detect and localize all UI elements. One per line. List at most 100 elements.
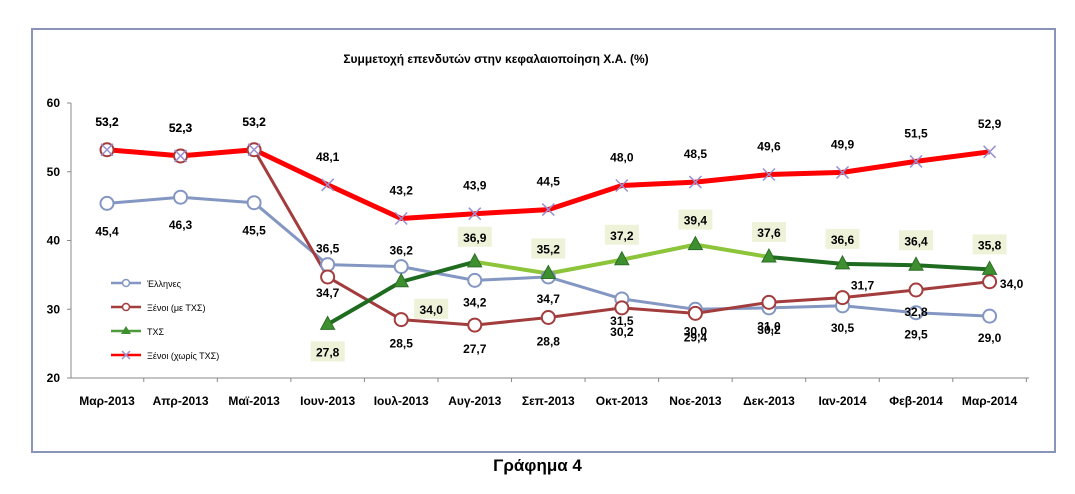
- data-label-box: [604, 224, 639, 245]
- legend-label: Ξένοι (με ΤΧΣ): [147, 303, 205, 313]
- data-label: 29,5: [904, 328, 928, 342]
- x-tick-label: Μαρ-2013: [79, 394, 135, 408]
- data-label: 31,0: [757, 319, 781, 333]
- data-label: 32,8: [904, 305, 928, 319]
- data-point-marker: [540, 264, 557, 279]
- data-label: 48,0: [610, 151, 634, 165]
- x-tick-label: Νοε-2013: [669, 394, 722, 408]
- data-label: 43,2: [390, 184, 414, 198]
- data-label: 36,4: [904, 234, 928, 248]
- data-point-marker: [100, 143, 114, 157]
- data-label: 29,0: [978, 331, 1002, 345]
- legend-marker: [121, 278, 131, 288]
- x-tick-label: Ιουλ-2013: [374, 394, 429, 408]
- data-point-marker: [393, 312, 409, 328]
- data-point-marker: [466, 252, 483, 268]
- data-labels: 45,4 46,3 45,5 36,5 36,2 34,2 34,7 31,5 30,0 30,2…: [95, 115, 1024, 362]
- data-label: 31,5: [610, 314, 634, 328]
- data-point-marker: [174, 149, 188, 163]
- y-tick-label: 40: [47, 234, 61, 248]
- series-line-segment: [399, 259, 477, 284]
- data-point-marker: [687, 235, 704, 251]
- data-label: 34,2: [463, 295, 487, 309]
- data-label-box: [825, 228, 860, 249]
- legend-label: Ξένοι (χωρίς ΤΧΣ): [147, 351, 219, 361]
- data-label-box: [678, 209, 713, 230]
- data-point-marker: [468, 207, 482, 221]
- data-label-box: [899, 230, 934, 251]
- data-label: 52,3: [169, 121, 193, 135]
- data-label: 37,6: [757, 226, 781, 240]
- data-label: 36,9: [463, 231, 487, 245]
- data-label: 36,5: [316, 242, 340, 256]
- data-point-marker: [762, 167, 776, 182]
- legend-marker: [121, 302, 131, 312]
- data-point-marker: [614, 250, 630, 266]
- series-line-segment: [914, 263, 992, 272]
- data-label-box: [457, 226, 492, 247]
- y-tick-label: 30: [47, 302, 61, 316]
- data-point-marker: [320, 269, 336, 285]
- data-label: 35,8: [978, 238, 1002, 252]
- data-point-marker: [908, 256, 924, 271]
- legend-label: ΤΧΣ: [147, 327, 165, 337]
- data-point-marker: [909, 154, 923, 168]
- data-point-marker: [615, 178, 629, 193]
- legend-marker: [121, 350, 131, 360]
- data-point-marker: [908, 305, 924, 321]
- data-label: 37,2: [610, 229, 634, 243]
- data-label: 52,3: [169, 121, 193, 135]
- data-label: 30,5: [831, 321, 855, 335]
- data-label: 49,6: [757, 140, 781, 154]
- series-line-segment: [546, 257, 624, 276]
- data-point-marker: [467, 272, 483, 288]
- data-label-box: [310, 341, 345, 362]
- series-line-segment: [472, 259, 551, 276]
- data-label: 36,2: [390, 244, 414, 258]
- data-label: 36,6: [831, 233, 855, 247]
- data-label: 34,0: [1000, 277, 1024, 291]
- data-label-box: [972, 234, 1007, 255]
- x-tick-label: Ιουν-2013: [300, 394, 355, 408]
- data-label: 45,5: [242, 224, 266, 238]
- legend-marker: [121, 326, 131, 334]
- line-chart: Συμμετοχή επενδυτών στην κεφαλαιοποίηση …: [47, 52, 1029, 408]
- series-line-segment: [840, 261, 919, 268]
- data-point-marker: [320, 257, 336, 273]
- legend-label: Έλληνες: [146, 279, 182, 289]
- series-line-segment: [693, 242, 771, 259]
- series-line-segment: [619, 242, 698, 262]
- data-point-marker: [761, 294, 777, 310]
- data-label: 53,2: [242, 115, 266, 129]
- data-label-box: [414, 298, 449, 319]
- data-label: 28,8: [537, 335, 561, 349]
- data-point-marker: [393, 272, 410, 288]
- x-tick-label: Απρ-2013: [153, 394, 209, 408]
- data-point-marker: [982, 308, 998, 324]
- data-label: 53,2: [95, 115, 119, 129]
- data-point-marker: [688, 175, 702, 189]
- data-label: 35,2: [537, 243, 561, 257]
- data-point-marker: [761, 247, 777, 263]
- data-label: 39,4: [684, 214, 708, 228]
- legend: Έλληνες Ξένοι (με ΤΧΣ) ΤΧΣ Ξένοι (χωρίς ΤΧΣ…: [111, 278, 219, 361]
- data-point-marker: [394, 211, 408, 226]
- figure-caption: Γράφημα 4: [493, 456, 582, 475]
- data-point-marker: [687, 305, 703, 321]
- data-label-box: [751, 222, 786, 242]
- y-tick-label: 60: [47, 96, 61, 110]
- x-tick-label: Οκτ-2013: [596, 394, 648, 408]
- data-point-marker: [981, 260, 998, 275]
- y-tick-label: 20: [47, 371, 61, 385]
- data-label: 31,7: [851, 279, 875, 293]
- data-label: 53,2: [95, 115, 119, 129]
- x-tick-label: Μαϊ-2013: [228, 394, 280, 408]
- data-point-marker: [99, 195, 115, 211]
- data-label: 51,5: [904, 126, 928, 140]
- x-tick-label: Σεπ-2013: [522, 394, 575, 408]
- x-tick-label: Φεβ-2014: [889, 394, 943, 408]
- data-label: 43,9: [463, 179, 487, 193]
- data-label: 29,4: [684, 330, 708, 344]
- chart-title: Συμμετοχή επενδυτών στην κεφαλαιοποίηση …: [343, 52, 648, 66]
- data-point-marker: [321, 178, 335, 192]
